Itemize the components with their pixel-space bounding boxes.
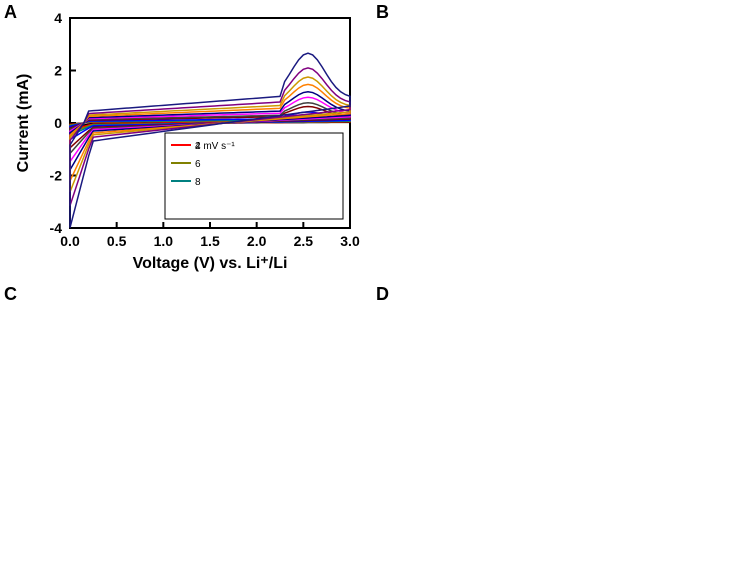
svg-text:1.5: 1.5 bbox=[200, 233, 220, 249]
svg-text:1.0: 1.0 bbox=[154, 233, 174, 249]
panel-d-label: D bbox=[376, 284, 389, 305]
svg-text:0: 0 bbox=[54, 115, 62, 131]
svg-text:2.5: 2.5 bbox=[294, 233, 314, 249]
panel-b-svg bbox=[372, 0, 745, 282]
figure-container: A 0.0 0.5 1.0 1.5 2.0 2.5 3.0 -4 -2 0 2 4 Voltage (V… bbox=[0, 0, 745, 565]
svg-text:3.0: 3.0 bbox=[340, 233, 360, 249]
svg-text:6: 6 bbox=[195, 159, 201, 170]
panel-b: B bbox=[372, 0, 745, 282]
panel-a-svg: 0.0 0.5 1.0 1.5 2.0 2.5 3.0 -4 -2 0 2 4 Voltage (V) … bbox=[0, 0, 372, 282]
svg-text:2 mV s⁻¹: 2 mV s⁻¹ bbox=[195, 141, 235, 152]
panel-c-svg bbox=[0, 282, 372, 565]
svg-text:4: 4 bbox=[195, 141, 201, 152]
svg-text:8: 8 bbox=[195, 177, 201, 188]
svg-text:4: 4 bbox=[54, 10, 62, 26]
svg-text:2.0: 2.0 bbox=[247, 233, 267, 249]
panel-d: D bbox=[372, 282, 745, 565]
panel-b-label: B bbox=[376, 2, 389, 23]
svg-text:0.5: 0.5 bbox=[107, 233, 127, 249]
svg-text:2: 2 bbox=[54, 63, 62, 79]
svg-text:0.0: 0.0 bbox=[60, 233, 80, 249]
panel-d-svg bbox=[372, 282, 745, 565]
svg-text:-2: -2 bbox=[50, 168, 63, 184]
panel-c-label: C bbox=[4, 284, 17, 305]
panel-a-label: A bbox=[4, 2, 17, 23]
panel-a: A 0.0 0.5 1.0 1.5 2.0 2.5 3.0 -4 -2 0 2 4 Voltage (V… bbox=[0, 0, 372, 282]
svg-text:Voltage (V) vs. Li⁺/Li: Voltage (V) vs. Li⁺/Li bbox=[133, 255, 288, 272]
svg-text:Current (mA): Current (mA) bbox=[15, 74, 32, 173]
svg-text:-4: -4 bbox=[50, 220, 63, 236]
panel-c: C bbox=[0, 282, 372, 565]
